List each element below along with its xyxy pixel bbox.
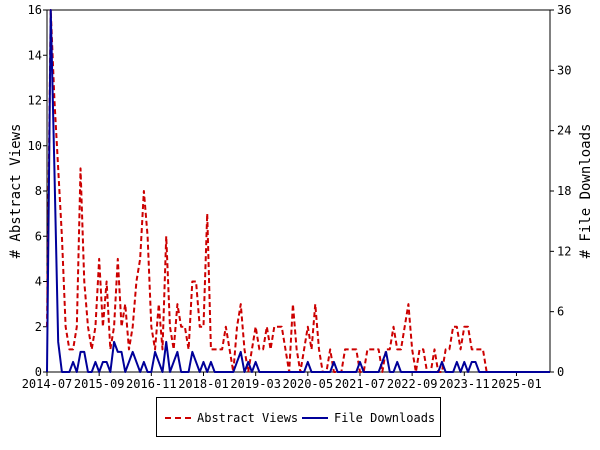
y-right-tick-label: 6 xyxy=(557,305,564,319)
y-left-tick-label: 14 xyxy=(28,48,42,62)
y-left-tick-label: 0 xyxy=(35,365,42,379)
legend-item-abstract-views: Abstract Views xyxy=(165,410,298,426)
legend-swatch-abstract-views xyxy=(165,417,191,419)
y-left-tick-label: 16 xyxy=(28,3,42,17)
x-tick-label: 2022-09 xyxy=(387,377,438,391)
y-left-tick-label: 6 xyxy=(35,229,42,243)
y-right-tick-label: 18 xyxy=(557,184,571,198)
y-left-tick-label: 2 xyxy=(35,320,42,334)
x-tick-label: 2016-11 xyxy=(126,377,177,391)
legend: Abstract Views File Downloads xyxy=(156,397,441,437)
x-tick-label: 2015-09 xyxy=(74,377,125,391)
legend-label-file-downloads: File Downloads xyxy=(334,411,436,425)
legend-swatch-file-downloads xyxy=(302,417,328,419)
y-left-tick-label: 8 xyxy=(35,184,42,198)
y-right-tick-label: 30 xyxy=(557,63,571,77)
x-tick-label: 2025-01 xyxy=(491,377,542,391)
x-tick-label: 2018-01 xyxy=(178,377,229,391)
legend-item-file-downloads: File Downloads xyxy=(302,410,435,426)
x-tick-label: 2023-11 xyxy=(439,377,490,391)
x-tick-label: 2014-07 xyxy=(22,377,73,391)
y-axis-right-title: # File Downloads xyxy=(578,124,594,259)
y-right-tick-label: 36 xyxy=(557,3,571,17)
x-axis: 2014-07 2015-09 2016-11 2018-01 2019-03 2020-… xyxy=(22,372,542,391)
x-tick-label: 2019-03 xyxy=(230,377,281,391)
y-axis-left: 0 2 4 6 8 10 12 14 16 xyxy=(28,3,47,379)
y-axis-right: 0 6 12 18 24 30 36 xyxy=(550,3,571,379)
series-line-file-downloads xyxy=(46,9,550,373)
y-right-tick-label: 12 xyxy=(557,244,571,258)
y-left-tick-label: 4 xyxy=(35,275,42,289)
x-tick-label: 2021-07 xyxy=(335,377,386,391)
plot-frame xyxy=(46,9,551,373)
y-right-tick-label: 24 xyxy=(557,124,571,138)
y-left-tick-label: 12 xyxy=(28,94,42,108)
series-line-abstract-views xyxy=(46,9,550,373)
y-axis-left-title: # Abstract Views xyxy=(8,124,24,259)
series-layer xyxy=(46,9,550,373)
y-right-tick-label: 0 xyxy=(557,365,564,379)
x-tick-label: 2020-05 xyxy=(283,377,334,391)
y-left-tick-label: 10 xyxy=(28,139,42,153)
legend-label-abstract-views: Abstract Views xyxy=(197,411,299,425)
